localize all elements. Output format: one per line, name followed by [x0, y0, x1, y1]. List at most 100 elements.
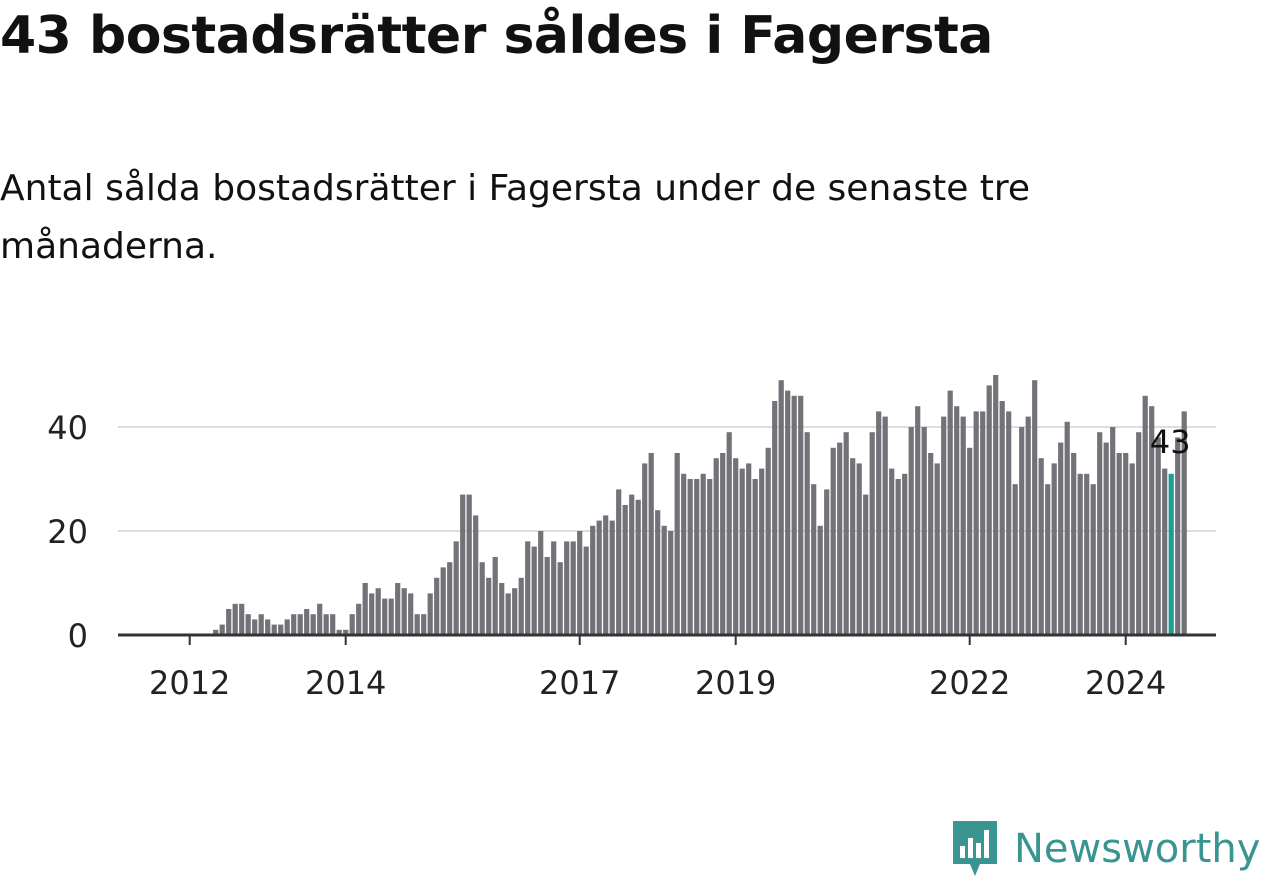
bar [668, 531, 674, 635]
bar [395, 583, 401, 635]
bar [960, 416, 966, 635]
bar [466, 494, 472, 635]
bar [1097, 432, 1103, 635]
bar [538, 531, 544, 635]
bar [1025, 416, 1031, 635]
annotations: 43 [1150, 423, 1191, 461]
x-tick-label-2024: 2024 [1085, 664, 1166, 702]
bar [1077, 473, 1083, 635]
bar [635, 499, 641, 635]
bar [401, 588, 407, 635]
bar [1123, 453, 1129, 635]
bar [674, 453, 680, 635]
bar [486, 577, 492, 635]
bar [980, 411, 986, 635]
bar [440, 567, 446, 635]
gridlines [118, 426, 1216, 532]
bar [603, 515, 609, 635]
bar [999, 401, 1005, 635]
bar [863, 494, 869, 635]
bar [590, 525, 596, 635]
bar [681, 473, 687, 635]
bar [1129, 463, 1135, 635]
bar [447, 562, 453, 635]
bar [876, 411, 882, 635]
bar [1103, 442, 1109, 635]
bar [1051, 463, 1057, 635]
bar [1038, 458, 1044, 635]
bar [694, 479, 700, 635]
bar [1045, 484, 1051, 635]
bar [713, 458, 719, 635]
bar [1116, 453, 1122, 635]
newsworthy-logo-icon [953, 821, 997, 876]
bar [733, 458, 739, 635]
bar [213, 629, 219, 635]
highlight-value-label: 43 [1150, 423, 1191, 461]
bar [986, 385, 992, 635]
bar [824, 489, 830, 635]
bar [239, 603, 245, 635]
bar [967, 447, 973, 635]
bar [479, 562, 485, 635]
bar [518, 577, 524, 635]
bar [1071, 453, 1077, 635]
newsworthy-logo[interactable]: Newsworthy [950, 818, 1260, 880]
bar [973, 411, 979, 635]
bar [460, 494, 466, 635]
bar [629, 494, 635, 635]
bar [1006, 411, 1012, 635]
bar [453, 541, 459, 635]
bar [492, 557, 498, 635]
bar [837, 442, 843, 635]
bar [531, 546, 537, 635]
bar [934, 463, 940, 635]
bar [850, 458, 856, 635]
bar [245, 614, 251, 635]
bar [232, 603, 238, 635]
bar [557, 562, 563, 635]
x-tick-label-2012: 2012 [149, 664, 230, 702]
bar [778, 380, 784, 635]
bar [954, 406, 960, 635]
bar [284, 619, 290, 635]
bar [525, 541, 531, 635]
bar [947, 390, 953, 635]
x-tick-label-2014: 2014 [305, 664, 386, 702]
bar [505, 593, 511, 635]
bar [642, 463, 648, 635]
bar [382, 598, 388, 635]
bar [336, 629, 342, 635]
bar [434, 577, 440, 635]
bar [1142, 395, 1148, 635]
bar [648, 453, 654, 635]
bar [765, 447, 771, 635]
bar [1181, 411, 1187, 635]
bar [297, 614, 303, 635]
bar [785, 390, 791, 635]
bar [856, 463, 862, 635]
bar [499, 583, 505, 635]
bar [375, 588, 381, 635]
bars [213, 375, 1187, 635]
bar [278, 624, 284, 635]
bar [570, 541, 576, 635]
bar [811, 484, 817, 635]
bar [1019, 427, 1025, 635]
bar [1058, 442, 1064, 635]
bar [583, 546, 589, 635]
x-tick-label-2017: 2017 [539, 664, 620, 702]
bar [388, 598, 394, 635]
bar [291, 614, 297, 635]
bar [791, 395, 797, 635]
bar [252, 619, 258, 635]
y-tick-label-40: 40 [47, 409, 88, 447]
newsworthy-logo-text: Newsworthy [1014, 826, 1261, 872]
bar-highlight [1168, 473, 1174, 635]
bar [362, 583, 368, 635]
bar [928, 453, 934, 635]
bar [622, 505, 628, 635]
bar [798, 395, 804, 635]
bar [1155, 437, 1161, 635]
bar [356, 603, 362, 635]
